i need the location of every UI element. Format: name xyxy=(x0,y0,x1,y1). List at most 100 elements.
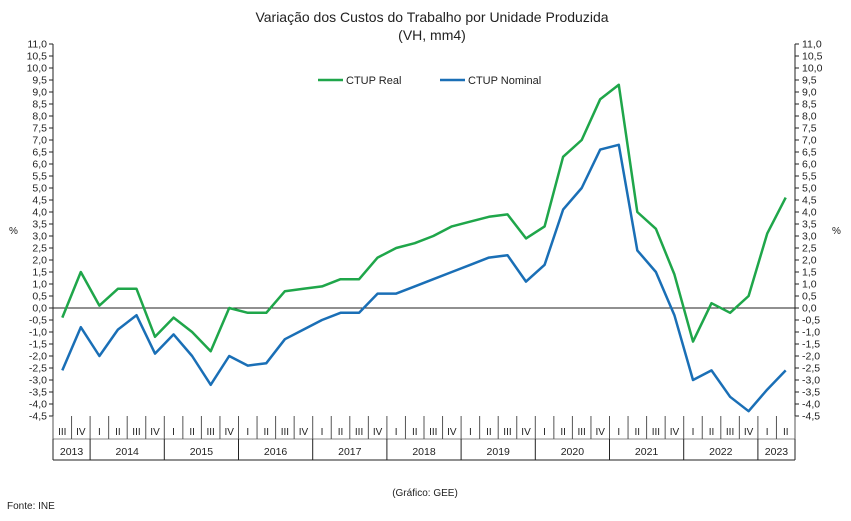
year-label: 2014 xyxy=(116,446,140,458)
y-tick-label-left: 2,5 xyxy=(32,243,47,255)
y-tick-label-left: -0,5 xyxy=(29,315,47,327)
quarter-label: I xyxy=(692,427,695,438)
y-tick-label-left: 10,5 xyxy=(27,51,48,63)
y-tick-label-right: 0,0 xyxy=(802,303,817,315)
year-label: 2018 xyxy=(412,446,436,458)
year-label: 2023 xyxy=(765,446,789,458)
y-tick-label-right: 1,5 xyxy=(802,267,817,279)
year-label: 2021 xyxy=(635,446,659,458)
y-tick-label-right: -0,5 xyxy=(802,315,820,327)
chart-subtitle: (VH, mm4) xyxy=(398,27,466,43)
year-label: 2015 xyxy=(190,446,214,458)
quarter-label: IV xyxy=(744,427,754,438)
y-tick-label-right: 1,0 xyxy=(802,279,817,291)
chart-title: Variação dos Custos do Trabalho por Unid… xyxy=(255,9,608,25)
y-tick-label-left: 6,5 xyxy=(32,147,47,159)
y-tick-label-left: 7,5 xyxy=(32,123,47,135)
quarter-label: I xyxy=(766,427,769,438)
y-tick-label-right: 7,0 xyxy=(802,135,817,147)
quarter-label: III xyxy=(355,427,363,438)
y-tick-label-left: 0,0 xyxy=(32,303,47,315)
y-tick-label-left: 5,0 xyxy=(32,183,47,195)
y-tick-label-left: -2,5 xyxy=(29,363,47,375)
y-tick-label-right: 0,5 xyxy=(802,291,817,303)
quarter-label: I xyxy=(543,427,546,438)
y-tick-label-right: 2,0 xyxy=(802,255,817,267)
quarter-label: IV xyxy=(299,427,309,438)
series-line-ctup-real xyxy=(61,83,787,353)
quarter-label: IV xyxy=(670,427,680,438)
quarter-label: IV xyxy=(224,427,234,438)
quarter-label: III xyxy=(58,427,66,438)
quarter-label: II xyxy=(264,427,270,438)
quarter-label: II xyxy=(709,427,715,438)
year-label: 2013 xyxy=(60,446,84,458)
y-tick-label-right: -4,5 xyxy=(802,411,820,423)
y-tick-label-left: 8,0 xyxy=(32,111,47,123)
y-axis-label-right: % xyxy=(832,226,841,237)
y-tick-label-right: -1,0 xyxy=(802,327,820,339)
source-label: Fonte: INE xyxy=(7,501,55,512)
quarter-label: III xyxy=(281,427,289,438)
y-tick-label-left: 6,0 xyxy=(32,159,47,171)
y-axis-right-ticks: 11,010,510,09,59,08,58,07,57,06,56,05,55… xyxy=(795,39,823,423)
year-label: 2022 xyxy=(709,446,733,458)
y-tick-label-right: 9,0 xyxy=(802,87,817,99)
y-tick-label-left: 9,5 xyxy=(32,75,47,87)
y-tick-label-right: 6,5 xyxy=(802,147,817,159)
y-tick-label-left: 5,5 xyxy=(32,171,47,183)
y-tick-label-right: 11,0 xyxy=(802,39,822,51)
y-tick-label-right: 3,5 xyxy=(802,219,817,231)
quarter-label: II xyxy=(486,427,492,438)
quarter-label: III xyxy=(207,427,215,438)
chart-credit: (Gráfico: GEE) xyxy=(392,488,458,499)
y-tick-label-left: 9,0 xyxy=(32,87,47,99)
y-tick-label-left: -2,0 xyxy=(29,351,47,363)
axes xyxy=(52,44,796,461)
quarter-label: II xyxy=(338,427,344,438)
quarter-label: II xyxy=(783,427,789,438)
year-label: 2016 xyxy=(264,446,288,458)
y-tick-label-left: 7,0 xyxy=(32,135,47,147)
quarter-label: I xyxy=(98,427,101,438)
y-tick-label-left: -3,5 xyxy=(29,387,47,399)
y-tick-label-left: -4,0 xyxy=(29,399,47,411)
y-tick-label-right: -2,0 xyxy=(802,351,820,363)
y-tick-label-left: 3,0 xyxy=(32,231,47,243)
quarter-label: III xyxy=(578,427,586,438)
quarter-label: II xyxy=(560,427,566,438)
y-tick-label-right: 5,5 xyxy=(802,171,817,183)
quarter-label: IV xyxy=(373,427,383,438)
y-tick-label-left: 0,5 xyxy=(32,291,47,303)
y-tick-label-left: -4,5 xyxy=(29,411,47,423)
quarter-label: II xyxy=(115,427,121,438)
quarter-label: IV xyxy=(447,427,457,438)
y-tick-label-left: 1,5 xyxy=(32,267,47,279)
y-tick-label-right: 5,0 xyxy=(802,183,817,195)
y-tick-label-left: 2,0 xyxy=(32,255,47,267)
quarter-label: I xyxy=(617,427,620,438)
y-tick-label-left: 4,5 xyxy=(32,195,47,207)
series-line-ctup-nominal xyxy=(61,143,787,413)
quarter-label: III xyxy=(726,427,734,438)
y-tick-label-right: -3,5 xyxy=(802,387,820,399)
quarter-label: I xyxy=(395,427,398,438)
quarter-label: IV xyxy=(521,427,531,438)
legend-label-ctup-real: CTUP Real xyxy=(346,75,401,87)
quarter-label: IV xyxy=(76,427,86,438)
y-tick-label-right: 4,5 xyxy=(802,195,817,207)
quarter-label: II xyxy=(412,427,418,438)
quarter-label: II xyxy=(635,427,641,438)
y-tick-label-left: 1,0 xyxy=(32,279,47,291)
y-tick-label-right: 8,0 xyxy=(802,111,817,123)
y-tick-label-right: 10,0 xyxy=(802,63,823,75)
quarter-label: I xyxy=(321,427,324,438)
quarter-label: I xyxy=(172,427,175,438)
y-tick-label-right: 7,5 xyxy=(802,123,817,135)
x-axis-categories: III IV I II III IV I II III IV I II III IV I II III IV I II… xyxy=(52,416,796,460)
legend: CTUP Real CTUP Nominal xyxy=(318,75,541,87)
y-tick-label-right: 6,0 xyxy=(802,159,817,171)
y-axis-left-ticks: 11,010,510,09,59,08,58,07,57,06,56,05,55… xyxy=(27,39,53,423)
y-tick-label-left: 3,5 xyxy=(32,219,47,231)
